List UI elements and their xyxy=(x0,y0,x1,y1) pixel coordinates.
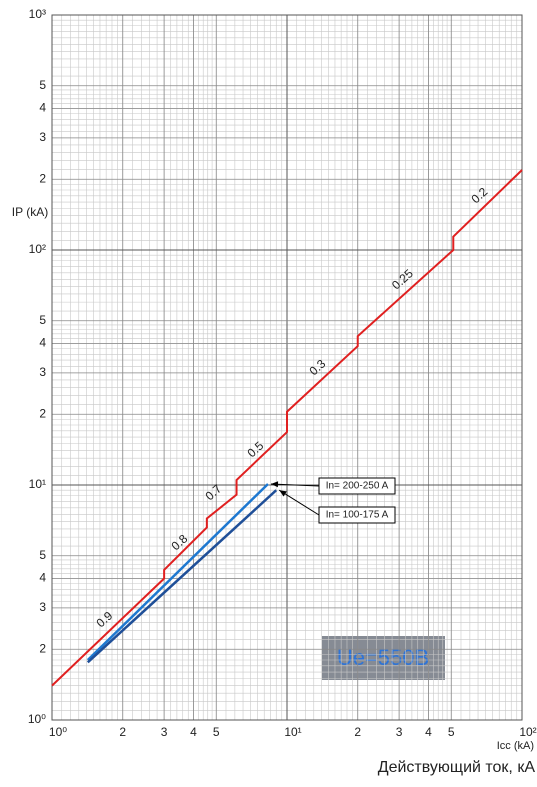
arrow-head xyxy=(279,490,287,497)
y-tick-label: 2 xyxy=(39,171,46,185)
x-axis-label: Icc (kA) xyxy=(497,740,534,752)
y-tick-label: 4 xyxy=(39,101,46,115)
x-tick-label: 5 xyxy=(448,725,455,739)
y-tick-label: 2 xyxy=(39,641,46,655)
y-tick-label: 3 xyxy=(39,130,46,144)
legend-arrow xyxy=(270,483,320,487)
x-tick-label: 3 xyxy=(161,725,168,739)
y-tick-label: 5 xyxy=(39,548,46,562)
x-tick-label: 4 xyxy=(425,725,432,739)
x-tick-label: 10¹ xyxy=(284,725,301,739)
x-tick-label: 4 xyxy=(190,725,197,739)
x-tick-label: 3 xyxy=(396,725,403,739)
y-tick-label: 4 xyxy=(39,336,46,350)
y-tick-label: 10³ xyxy=(29,7,46,21)
y-tick-label: 10² xyxy=(29,242,46,256)
series-line xyxy=(86,483,269,661)
y-tick-label: 2 xyxy=(39,406,46,420)
series-line xyxy=(86,489,278,664)
x-tick-label: 2 xyxy=(354,725,361,739)
y-axis-label: IP (kA) xyxy=(12,205,48,219)
y-tick-label: 3 xyxy=(39,365,46,379)
note-box xyxy=(322,636,445,680)
y-tick-label: 10¹ xyxy=(29,477,46,491)
curve-label: 0.5 xyxy=(245,438,267,460)
y-tick-label: 10⁰ xyxy=(28,712,46,726)
plot-frame xyxy=(51,14,523,721)
y-tick-label: 4 xyxy=(39,571,46,585)
legend-label: In= 200-250 A xyxy=(326,481,389,492)
y-tick-label: 5 xyxy=(39,313,46,327)
y-tick-label: 5 xyxy=(39,78,46,92)
curve-label: 0.8 xyxy=(169,531,191,553)
x-caption: Действующий ток, кА xyxy=(378,759,536,776)
legend-arrow xyxy=(278,489,320,516)
arrow-head xyxy=(270,481,279,488)
y-tick-label: 3 xyxy=(39,600,46,614)
limit-curve xyxy=(51,169,523,687)
x-tick-label: 2 xyxy=(119,725,126,739)
x-tick-label: 5 xyxy=(213,725,220,739)
x-tick-label: 10⁰ xyxy=(49,725,67,739)
x-tick-label: 10² xyxy=(519,725,536,739)
legend-label: In= 100-175 A xyxy=(326,510,389,521)
